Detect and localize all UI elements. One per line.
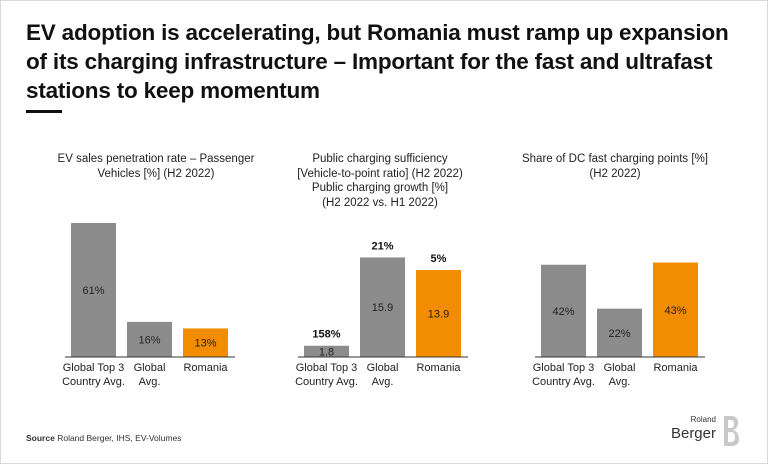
panel-title-line: Vehicles [%] (H2 2022) — [97, 167, 215, 180]
bar-value-label: 15.9 — [372, 302, 393, 314]
bar — [183, 328, 228, 357]
category-label: Country Avg. — [62, 376, 125, 388]
logo-top-text: Roland — [690, 415, 716, 424]
category-label: Avg. — [372, 376, 394, 388]
headline-rule — [26, 110, 62, 113]
bar — [541, 264, 586, 357]
bar-value-label: 13.9 — [428, 308, 449, 320]
category-label: Avg. — [609, 376, 631, 388]
panel-title-line: Share of DC fast charging points [%] — [521, 153, 708, 165]
category-label: Romania — [183, 362, 228, 374]
bar-value-label: 22% — [608, 328, 630, 340]
bar — [416, 269, 461, 357]
panel-title-line: Public charging growth [%] — [311, 182, 449, 194]
growth-label: 158% — [312, 329, 340, 341]
panel-title-line: (H2 2022) — [589, 167, 641, 180]
logo-main-text: Berger — [670, 425, 716, 442]
panel-title-charging: Public charging sufficiency [Vehicle-to-… — [265, 152, 495, 210]
bar — [127, 321, 172, 357]
category-label: Global — [134, 362, 166, 374]
category-label: Global — [604, 362, 636, 374]
bar — [597, 308, 642, 357]
bar — [360, 257, 405, 357]
bar-value-label: 13% — [194, 338, 216, 350]
panel-title-ev-sales: EV sales penetration rate – Passenger Ve… — [40, 152, 272, 181]
logo-b-mark-icon — [724, 416, 739, 446]
bar-value-label: 1.8 — [319, 346, 334, 358]
growth-label: 5% — [431, 253, 447, 265]
panel-title-dc-share: Share of DC fast charging points [%] (H2… — [500, 152, 730, 181]
category-label: Romania — [653, 362, 698, 374]
bar — [304, 345, 349, 357]
category-label: Avg. — [139, 376, 161, 388]
category-label: Global Top 3 — [63, 362, 125, 374]
panel-title-line: (H2 2022 vs. H1 2022) — [322, 196, 438, 209]
panel-title-line: [Vehicle-to-point ratio] (H2 2022) — [297, 167, 463, 180]
category-label: Global Top 3 — [533, 362, 595, 374]
headline: EV adoption is accelerating, but Romania… — [26, 20, 729, 103]
bar-value-label: 61% — [82, 285, 104, 297]
category-label: Global — [367, 362, 399, 374]
bar — [653, 262, 698, 357]
category-label: Country Avg. — [295, 376, 358, 388]
bar-value-label: 42% — [552, 306, 574, 318]
panel-title-line: Public charging sufficiency — [312, 153, 448, 165]
bar-value-label: 43% — [664, 305, 686, 317]
growth-label: 21% — [371, 240, 393, 252]
category-label: Country Avg. — [532, 376, 595, 388]
roland-berger-logo: Roland Berger — [664, 412, 744, 452]
source-note: Source Roland Berger, IHS, EV-Volumes — [26, 433, 181, 443]
source-text: Roland Berger, IHS, EV-Volumes — [57, 433, 182, 443]
category-label: Romania — [416, 362, 461, 374]
bar — [71, 223, 116, 357]
source-label: Source — [26, 433, 55, 443]
category-label: Global Top 3 — [296, 362, 358, 374]
bar-value-label: 16% — [138, 334, 160, 346]
panel-title-line: EV sales penetration rate – Passenger — [57, 153, 255, 165]
